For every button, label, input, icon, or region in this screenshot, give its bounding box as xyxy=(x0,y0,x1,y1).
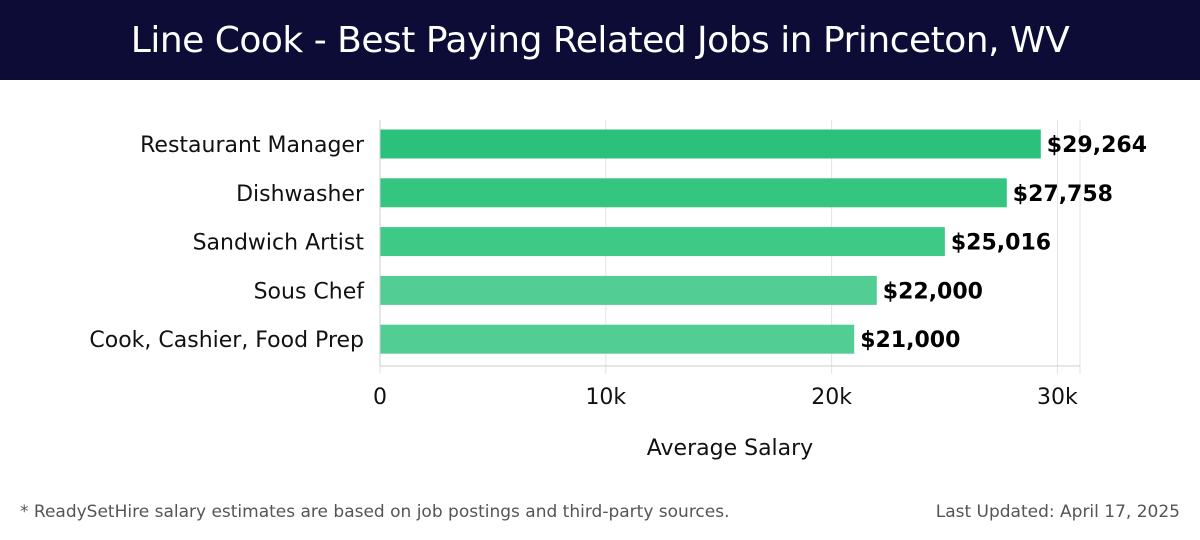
category-label: Cook, Cashier, Food Prep xyxy=(89,328,364,353)
chart-title: Line Cook - Best Paying Related Jobs in … xyxy=(130,19,1070,61)
x-tick-label: 10k xyxy=(585,385,626,410)
value-label: $21,000 xyxy=(860,328,960,353)
bar xyxy=(380,275,877,305)
value-label: $25,016 xyxy=(951,231,1051,256)
category-label: Sous Chef xyxy=(254,279,366,304)
x-axis-title: Average Salary xyxy=(647,436,813,461)
chart-header: Line Cook - Best Paying Related Jobs in … xyxy=(0,0,1200,80)
value-label: $22,000 xyxy=(883,279,983,304)
footer-note: * ReadySetHire salary estimates are base… xyxy=(20,502,730,522)
bar xyxy=(380,227,945,257)
last-updated: Last Updated: April 17, 2025 xyxy=(935,502,1180,522)
x-tick-label: 20k xyxy=(811,385,852,410)
value-label: $27,758 xyxy=(1013,182,1113,207)
bar-chart: Restaurant Manager $29,264 Dishwasher $27,7… xyxy=(89,120,1147,461)
bar xyxy=(380,178,1007,208)
x-axis: 0 10k 20k 30k xyxy=(373,120,1080,410)
x-tick-label: 30k xyxy=(1037,385,1078,410)
bars: Restaurant Manager $29,264 Dishwasher $27,7… xyxy=(89,129,1147,354)
category-label: Sandwich Artist xyxy=(193,231,365,256)
category-label: Dishwasher xyxy=(236,182,365,207)
value-label: $29,264 xyxy=(1047,133,1147,158)
x-tick-label: 0 xyxy=(373,385,387,410)
bar xyxy=(380,129,1041,159)
bar xyxy=(380,324,855,354)
category-label: Restaurant Manager xyxy=(140,133,365,158)
